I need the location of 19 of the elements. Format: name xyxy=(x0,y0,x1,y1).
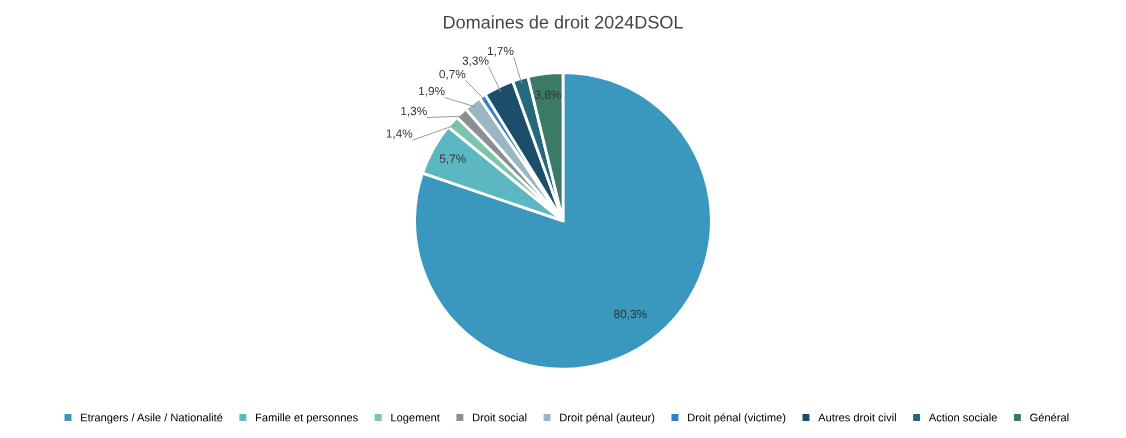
legend-label: Action sociale xyxy=(928,413,997,422)
data-label: 1,4% xyxy=(386,129,413,140)
chart-title: Domaines de droit 2024DSOL xyxy=(444,15,683,29)
data-label: 1,7% xyxy=(487,46,514,57)
legend-label: Général xyxy=(1030,413,1069,422)
legend-label: Droit pénal (victime) xyxy=(688,413,786,424)
legend-label: Famille et personnes xyxy=(256,413,358,424)
legend-label: Logement xyxy=(391,413,440,424)
data-label: 1,3% xyxy=(401,106,427,117)
data-label: 3,3% xyxy=(462,56,489,67)
data-label: 5,7% xyxy=(439,154,466,165)
legend-label: Autres droit civil xyxy=(818,413,896,422)
data-label: 80,3% xyxy=(614,309,647,320)
legend-label: Droit social xyxy=(472,413,527,422)
legend-label: Etrangers / Asile / Nationalité xyxy=(81,413,223,424)
data-label: 3,8% xyxy=(534,90,562,101)
legend-label: Droit pénal (auteur) xyxy=(560,413,655,424)
data-label: 0,7% xyxy=(439,69,466,80)
data-label: 1,9% xyxy=(419,86,445,97)
